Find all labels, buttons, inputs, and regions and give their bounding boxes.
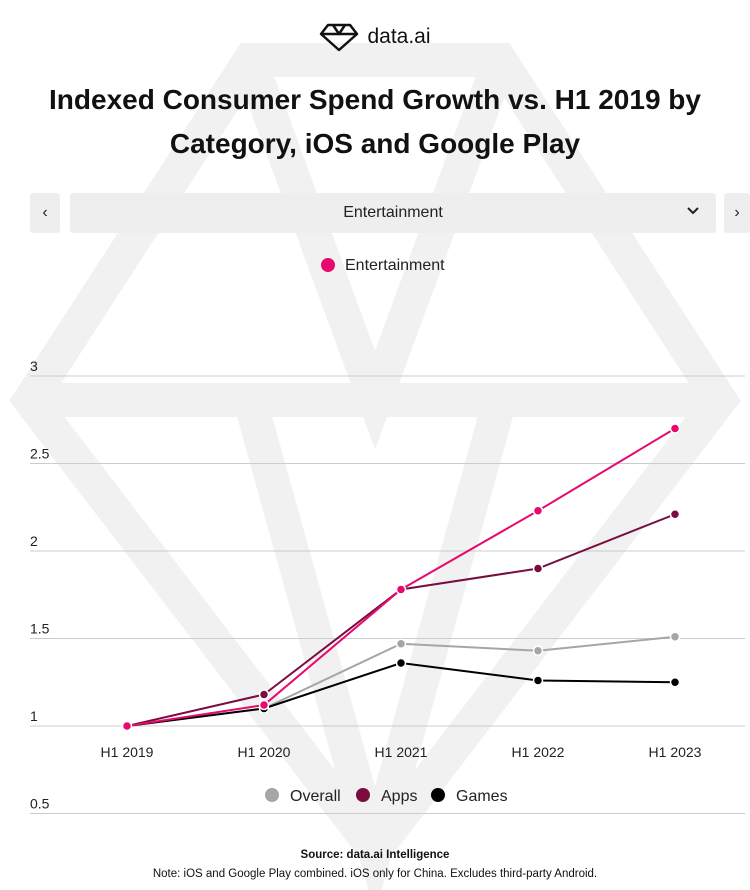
y-tick-label: 1.5 bbox=[30, 621, 50, 637]
legend-dot-games bbox=[431, 788, 445, 802]
y-tick-label: 2.5 bbox=[30, 446, 50, 462]
previous-button[interactable]: ‹ bbox=[30, 193, 60, 233]
chart-title: Indexed Consumer Spend Growth vs. H1 201… bbox=[20, 78, 730, 166]
category-dropdown-value: Entertainment bbox=[343, 204, 443, 221]
legend-label-overall: Overall bbox=[290, 788, 341, 805]
data-point-entertainment bbox=[532, 505, 544, 516]
data-point-entertainment bbox=[258, 699, 270, 711]
data-point-games bbox=[532, 675, 544, 686]
legend-label-apps: Apps bbox=[381, 788, 417, 805]
brand-header: data.ai bbox=[0, 22, 750, 52]
chevron-down-icon bbox=[686, 203, 700, 220]
x-tick-label: H1 2022 bbox=[512, 744, 565, 760]
legend-label-games: Games bbox=[456, 788, 508, 805]
legend-dot-entertainment bbox=[321, 258, 335, 272]
data-point-games bbox=[395, 657, 407, 669]
data-point-overall bbox=[395, 638, 407, 649]
data-point-overall bbox=[669, 631, 681, 642]
data-point-entertainment bbox=[121, 720, 133, 732]
series-line-games bbox=[126, 661, 676, 727]
legend-dot-overall bbox=[265, 788, 279, 802]
chart-title-line-2: Category, iOS and Google Play bbox=[169, 128, 581, 159]
series-line-apps bbox=[126, 513, 676, 727]
x-tick-label: H1 2019 bbox=[101, 744, 154, 760]
x-tick-label: H1 2023 bbox=[649, 744, 702, 760]
brand-name: data.ai bbox=[367, 25, 431, 48]
chart-title-line-1: Indexed Consumer Spend Growth vs. H1 201… bbox=[49, 84, 701, 115]
data-point-entertainment bbox=[669, 423, 681, 434]
next-button[interactable]: › bbox=[724, 193, 750, 233]
x-tick-label: H1 2021 bbox=[375, 744, 428, 760]
legend-dot-apps bbox=[356, 788, 370, 802]
data-point-apps bbox=[669, 509, 681, 520]
y-tick-label: 2 bbox=[30, 533, 38, 549]
chevron-right-icon: › bbox=[734, 204, 740, 221]
x-tick-label: H1 2020 bbox=[238, 744, 291, 760]
legend-label-entertainment: Entertainment bbox=[345, 257, 445, 274]
data-point-games bbox=[669, 677, 681, 688]
chevron-left-icon: ‹ bbox=[42, 204, 48, 221]
data-point-entertainment bbox=[395, 584, 407, 595]
source-text: Source: data.ai Intelligence bbox=[300, 849, 450, 861]
data-point-overall bbox=[532, 645, 544, 656]
diamond-logo-icon bbox=[320, 23, 359, 52]
y-tick-label: 0.5 bbox=[30, 796, 50, 812]
note-text: Note: iOS and Google Play combined. iOS … bbox=[152, 868, 598, 880]
y-tick-label: 1 bbox=[30, 708, 38, 724]
line-chart: Entertainment 0.5 1 1.5 2 2.5 3 H1 2019 H1 2020 H… bbox=[30, 257, 745, 814]
data-point-apps bbox=[258, 689, 270, 700]
category-dropdown[interactable]: Entertainment bbox=[70, 193, 716, 233]
y-tick-label: 3 bbox=[30, 358, 38, 374]
data-point-apps bbox=[532, 563, 544, 574]
